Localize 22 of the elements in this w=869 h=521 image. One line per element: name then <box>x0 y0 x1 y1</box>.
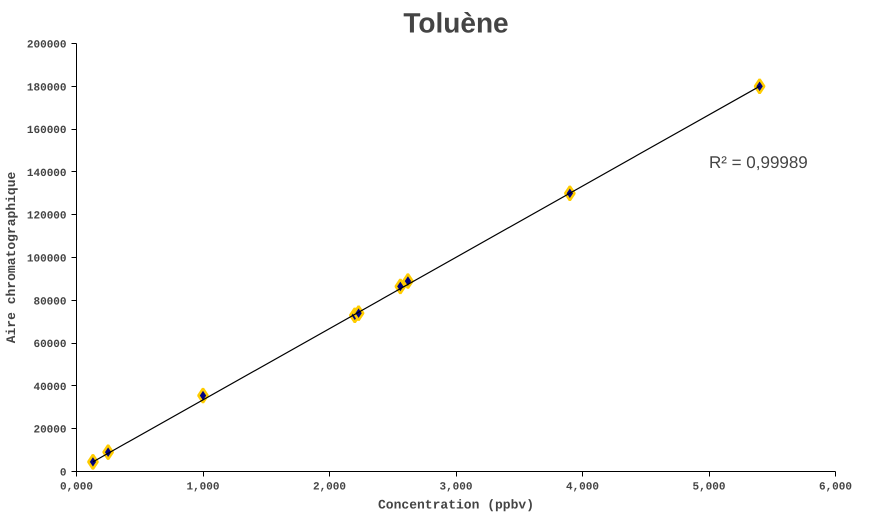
x-tick-label: 0,000 <box>60 482 94 494</box>
y-tick-label: 180000 <box>26 82 67 94</box>
y-tick-label: 40000 <box>33 382 67 394</box>
y-tick-label: 0 <box>60 468 67 480</box>
y-tick-label: 80000 <box>33 296 67 308</box>
x-tick-label: 4,000 <box>566 482 600 494</box>
x-tick-label: 6,000 <box>818 482 852 494</box>
annotation: R² = 0,99989 <box>709 152 808 172</box>
chart-title: Toluène <box>403 8 509 38</box>
x-tick-label: 3,000 <box>439 482 473 494</box>
y-tick-label: 200000 <box>26 40 67 52</box>
y-tick-label: 160000 <box>26 125 67 138</box>
x-tick-label: 1,000 <box>186 482 220 494</box>
x-tick-label: 5,000 <box>692 482 726 494</box>
x-axis-title: Concentration (ppbv) <box>378 498 534 512</box>
y-tick-label: 120000 <box>26 210 67 223</box>
y-tick-label: 140000 <box>26 168 67 180</box>
y-tick-label: 60000 <box>33 339 67 352</box>
y-tick-label: 20000 <box>33 424 67 437</box>
y-tick-label: 100000 <box>26 254 67 266</box>
y-axis-title: Aire chromatographique <box>4 171 19 344</box>
x-tick-label: 2,000 <box>312 482 346 494</box>
